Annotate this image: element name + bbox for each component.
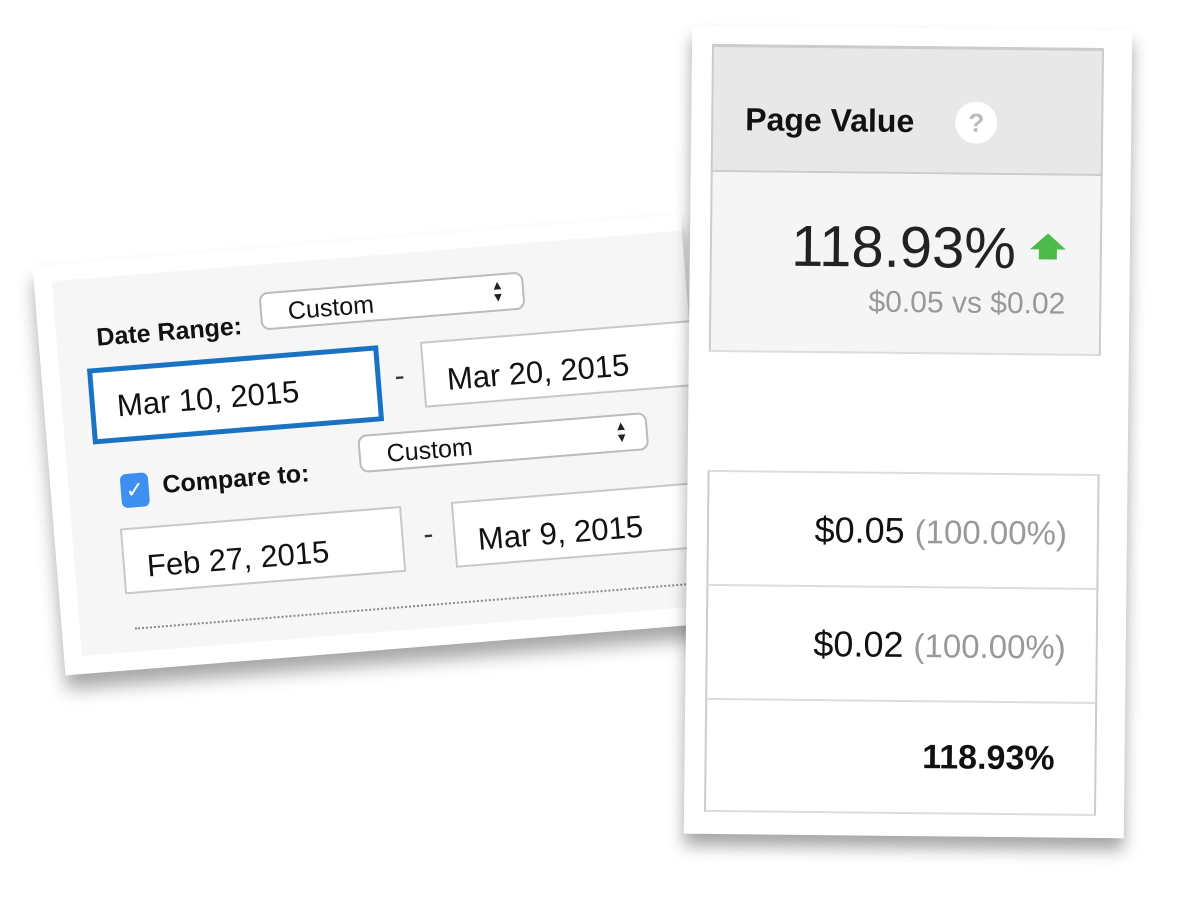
updown-arrows-icon: ▲ ▼ (490, 277, 506, 305)
summary-cell: 118.93% $0.05 vs $0.02 (708, 171, 1103, 357)
end-date-input[interactable]: Mar 20, 2015 (419, 317, 714, 408)
compare-select[interactable]: Custom ▲ ▼ (357, 411, 650, 474)
date-separator: - (422, 517, 435, 552)
row-value: $0.02 (813, 623, 904, 665)
date-range-select[interactable]: Custom ▲ ▼ (258, 271, 526, 331)
start-date-input[interactable]: Mar 10, 2015 (86, 345, 385, 445)
table-row: $0.05 (100.00%) (706, 469, 1100, 589)
table-row: 118.93% (704, 697, 1098, 816)
compare-select-value: Custom (385, 433, 474, 468)
checkmark-icon: ✓ (124, 476, 146, 503)
column-header[interactable]: Page Value ? (710, 43, 1105, 177)
row-share: (100.00%) (914, 513, 1068, 552)
date-range-form: Date Range: Custom ▲ ▼ Mar 10, 2015 - Mar… (51, 230, 714, 657)
updown-arrows-icon: ▲ ▼ (613, 417, 629, 446)
date-range-panel: Date Range: Custom ▲ ▼ Mar 10, 2015 - Mar… (32, 214, 714, 676)
date-separator: - (393, 359, 406, 393)
row-value: $0.05 (814, 509, 905, 551)
compare-end-date-input[interactable]: Mar 9, 2015 (450, 479, 714, 568)
row-change: 118.93% (922, 738, 1055, 778)
comparison-text: $0.05 vs $0.02 (868, 285, 1066, 321)
page-value-column: Page Value ? 118.93% $0.05 vs $0.02 $0.0… (683, 25, 1133, 839)
help-icon[interactable]: ? (955, 101, 998, 144)
compare-to-label: Compare to: (161, 459, 311, 499)
date-range-label: Date Range: (95, 312, 244, 352)
row-share: (100.00%) (913, 627, 1066, 666)
table-row: $0.02 (100.00%) (705, 583, 1099, 702)
change-percent: 118.93% (790, 213, 1017, 282)
dotted-divider (134, 581, 711, 630)
compare-start-date-input[interactable]: Feb 27, 2015 (119, 505, 407, 595)
date-range-select-value: Custom (286, 290, 375, 326)
arrow-up-icon (1029, 233, 1067, 250)
compare-checkbox[interactable]: ✓ (119, 472, 151, 509)
column-header-title: Page Value (745, 101, 915, 140)
